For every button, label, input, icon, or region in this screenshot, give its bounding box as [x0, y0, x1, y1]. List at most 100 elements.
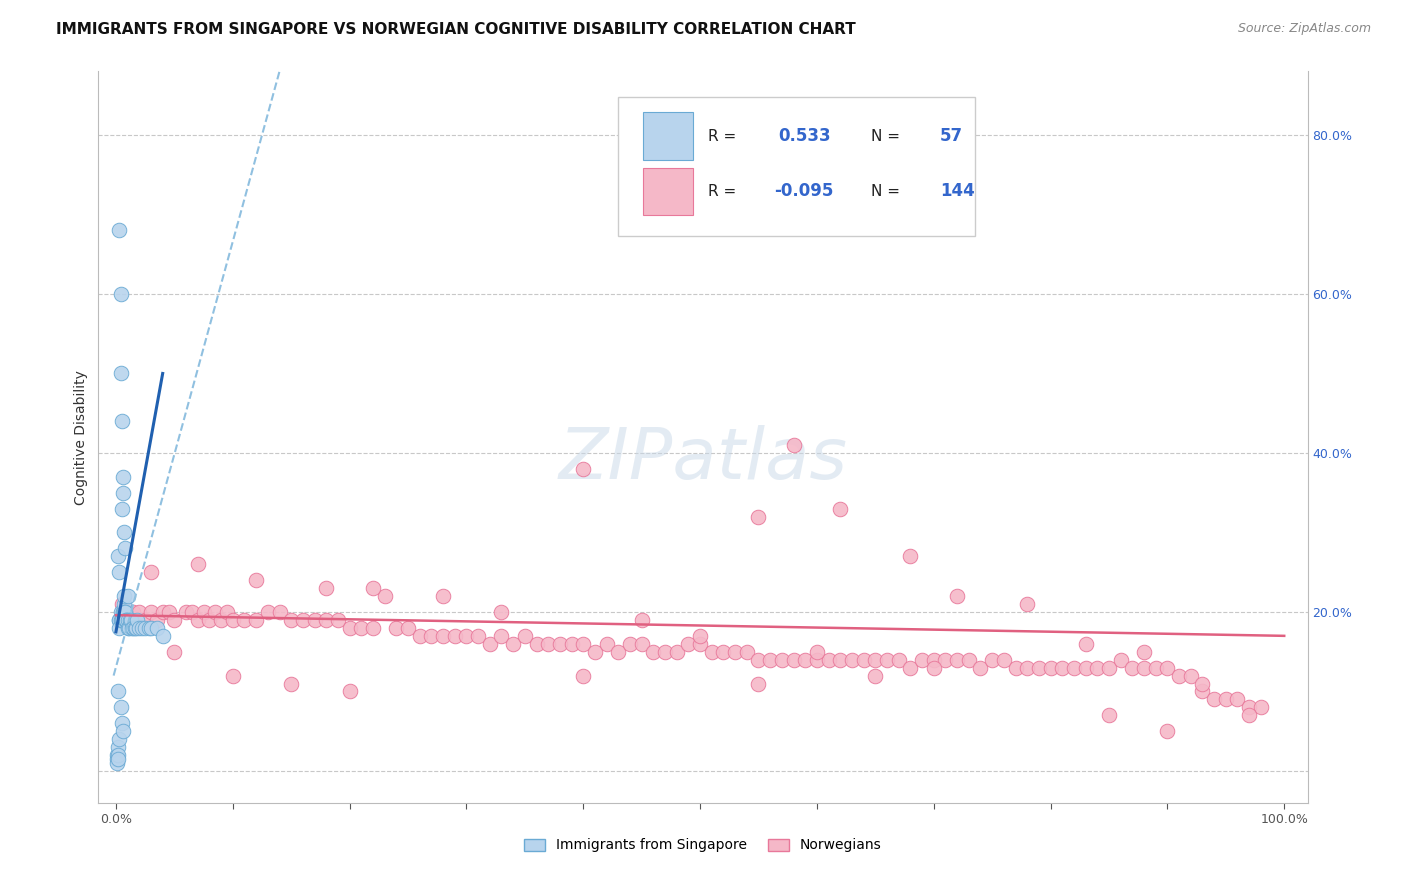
- Point: [794, 653, 817, 667]
- Point: [280, 676, 302, 690]
- Point: [107, 684, 129, 698]
- Point: [326, 613, 349, 627]
- Point: [105, 748, 128, 763]
- Point: [128, 621, 150, 635]
- Point: [678, 637, 700, 651]
- Point: [108, 621, 131, 635]
- Point: [108, 732, 131, 747]
- Point: [152, 605, 174, 619]
- Point: [111, 501, 134, 516]
- Point: [1063, 660, 1085, 674]
- Point: [1121, 660, 1143, 674]
- Point: [108, 613, 131, 627]
- Point: [163, 613, 186, 627]
- Point: [111, 605, 134, 619]
- Point: [806, 653, 828, 667]
- Point: [1052, 660, 1074, 674]
- Point: [1017, 660, 1039, 674]
- Point: [112, 605, 135, 619]
- Point: [969, 660, 991, 674]
- Point: [432, 589, 454, 603]
- Point: [111, 605, 134, 619]
- Point: [1191, 676, 1213, 690]
- FancyBboxPatch shape: [643, 168, 693, 215]
- Point: [111, 485, 134, 500]
- Point: [898, 549, 921, 564]
- Point: [630, 613, 652, 627]
- Point: [304, 613, 326, 627]
- Point: [981, 653, 1004, 667]
- Point: [876, 653, 898, 667]
- Point: [111, 716, 134, 731]
- Point: [117, 621, 139, 635]
- Point: [830, 501, 852, 516]
- Point: [619, 637, 641, 651]
- Point: [1191, 684, 1213, 698]
- Point: [432, 629, 454, 643]
- Point: [1133, 660, 1156, 674]
- Point: [713, 645, 735, 659]
- Point: [112, 525, 135, 540]
- Point: [198, 613, 221, 627]
- Point: [125, 613, 148, 627]
- Point: [456, 629, 478, 643]
- Point: [124, 621, 146, 635]
- Point: [1074, 660, 1097, 674]
- Point: [138, 621, 160, 635]
- Point: [491, 629, 513, 643]
- Point: [245, 613, 267, 627]
- Point: [561, 637, 583, 651]
- Point: [163, 645, 186, 659]
- Point: [852, 653, 875, 667]
- Point: [957, 653, 980, 667]
- Point: [747, 676, 769, 690]
- Text: IMMIGRANTS FROM SINGAPORE VS NORWEGIAN COGNITIVE DISABILITY CORRELATION CHART: IMMIGRANTS FROM SINGAPORE VS NORWEGIAN C…: [56, 22, 856, 37]
- Point: [583, 645, 606, 659]
- Point: [643, 645, 665, 659]
- Point: [118, 621, 141, 635]
- Point: [630, 637, 652, 651]
- Point: [215, 605, 238, 619]
- Point: [747, 653, 769, 667]
- FancyBboxPatch shape: [643, 112, 693, 160]
- Point: [817, 653, 839, 667]
- Point: [572, 462, 595, 476]
- Point: [361, 581, 384, 595]
- Point: [420, 629, 443, 643]
- Point: [1237, 700, 1260, 714]
- Point: [724, 645, 747, 659]
- Point: [1017, 597, 1039, 611]
- Point: [759, 653, 782, 667]
- Point: [120, 613, 142, 627]
- Point: [107, 549, 129, 564]
- Point: [139, 605, 162, 619]
- Point: [146, 613, 169, 627]
- Point: [108, 223, 131, 237]
- Point: [110, 605, 132, 619]
- Point: [139, 566, 162, 580]
- Point: [111, 613, 134, 627]
- Point: [443, 629, 465, 643]
- Point: [830, 653, 852, 667]
- Point: [513, 629, 536, 643]
- Point: [946, 589, 969, 603]
- Point: [193, 605, 215, 619]
- Point: [108, 566, 131, 580]
- Point: [117, 613, 139, 627]
- Point: [1085, 660, 1108, 674]
- Point: [122, 605, 145, 619]
- Point: [911, 653, 934, 667]
- Point: [245, 573, 267, 587]
- Point: [152, 629, 174, 643]
- Point: [139, 621, 162, 635]
- Point: [280, 613, 302, 627]
- Point: [1226, 692, 1249, 706]
- Point: [122, 621, 145, 635]
- Point: [1039, 660, 1062, 674]
- Text: Source: ZipAtlas.com: Source: ZipAtlas.com: [1237, 22, 1371, 36]
- Point: [922, 660, 945, 674]
- Point: [174, 605, 197, 619]
- Point: [180, 605, 202, 619]
- Point: [111, 470, 134, 484]
- Point: [396, 621, 419, 635]
